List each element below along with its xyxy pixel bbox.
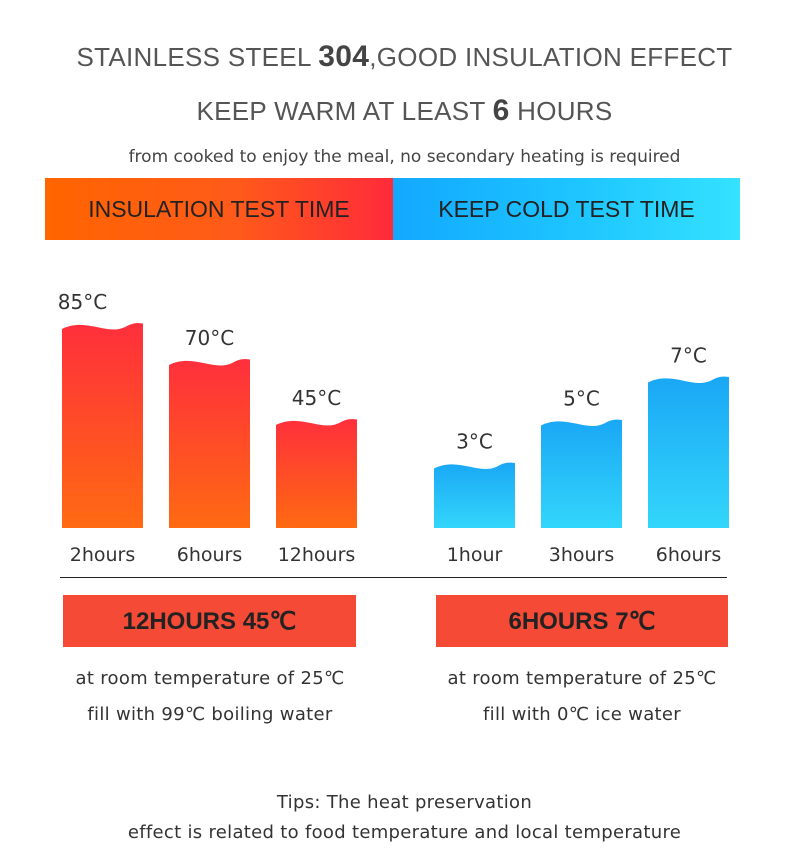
insulation-value-label-2: 70°C [185,326,234,350]
insulation-test-banner-label: INSULATION TEST TIME [88,195,350,222]
tips-line-2: effect is related to food temperature an… [127,822,682,843]
headline-material-prefix: STAINLESS STEEL [76,42,319,72]
insulation-category-label-1: 2hours [70,544,136,566]
header-subtitle: from cooked to enjoy the meal, no second… [128,147,681,167]
insulation-chart: 85°C 2hours 70°C 6hours 45°C 12hours [58,290,357,566]
keep-cold-category-label-2: 3hours [549,544,615,566]
insulation-category-label-3: 12hours [278,544,356,566]
keep-cold-chart: 3°C 1hour 5°C 3hours 7°C 6hours [434,344,729,566]
insulation-value-label-3: 45°C [292,386,341,410]
headline-material: STAINLESS STEEL 304,GOOD INSULATION EFFE… [0,40,809,74]
insulation-value-label-1: 85°C [58,290,107,314]
cold-summary-box: 6HOURS 7℃ [436,595,728,647]
hot-summary-box: 12HOURS 45℃ [63,595,356,647]
keep-cold-category-label-3: 6hours [656,544,722,566]
headline-material-suffix: ,GOOD INSULATION EFFECT [369,42,733,72]
cold-condition-room-temp: at room temperature of 25℃ [447,668,717,689]
cold-summary-title: 6HOURS 7℃ [508,607,656,635]
headline-material-number: 304 [318,40,370,73]
cold-test-banner-label: KEEP COLD TEST TIME [438,195,695,222]
insulation-category-label-2: 6hours [177,544,243,566]
keep-cold-bar-1 [434,462,515,528]
chart-baseline-divider [60,577,727,578]
hot-summary-title: 12HOURS 45℃ [122,607,297,635]
insulation-bar-1 [62,323,143,528]
temperature-bar-charts: 85°C 2hours 70°C 6hours 45°C 12hours 3°C 1hour… [58,290,729,566]
insulation-bar-3 [276,419,357,528]
headline-keep-warm-suffix: HOURS [509,96,613,126]
insulation-test-banner: INSULATION TEST TIME [45,178,393,240]
cold-test-banner: KEEP COLD TEST TIME [393,178,740,240]
hot-condition-room-temp: at room temperature of 25℃ [75,668,345,689]
keep-cold-value-label-2: 5°C [563,387,600,411]
headline-keep-warm-prefix: KEEP WARM AT LEAST [196,96,493,126]
keep-cold-value-label-1: 3°C [456,430,493,454]
cold-condition-fill: fill with 0℃ ice water [483,704,681,725]
tips-line-1: Tips: The heat preservation [276,792,533,813]
keep-cold-value-label-3: 7°C [670,344,707,368]
keep-cold-bar-3 [648,376,729,528]
insulation-bar-2 [169,359,250,528]
keep-cold-bar-2 [541,419,622,528]
headline-keep-warm-number: 6 [492,94,510,127]
headline-keep-warm: KEEP WARM AT LEAST 6 HOURS [0,94,809,128]
keep-cold-category-label-1: 1hour [447,544,503,566]
hot-condition-fill: fill with 99℃ boiling water [87,704,333,725]
